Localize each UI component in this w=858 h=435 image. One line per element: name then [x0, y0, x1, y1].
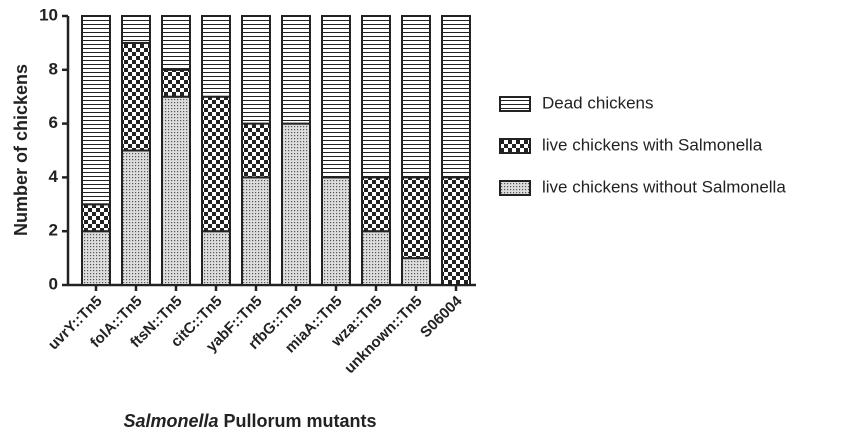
- y-tick-label: 8: [49, 59, 58, 78]
- bar-segment: [81, 15, 111, 206]
- bar-segment: [241, 122, 271, 179]
- x-tick-label: S06004: [417, 292, 466, 341]
- bar-segment: [321, 176, 351, 286]
- y-axis-title: Number of chickens: [11, 64, 31, 236]
- x-axis-title: Salmonella Pullorum mutants: [123, 411, 376, 431]
- legend-label: live chickens with Salmonella: [542, 135, 763, 154]
- y-tick-label: 4: [49, 167, 59, 186]
- y-tick-label: 2: [49, 221, 58, 240]
- legend-swatch: [499, 138, 531, 154]
- bar-segment: [401, 176, 431, 260]
- bar-segment: [441, 176, 471, 286]
- bar-segment: [441, 15, 471, 179]
- bar-segment: [161, 68, 191, 98]
- bar-segment: [81, 230, 111, 286]
- bar-segment: [201, 95, 231, 233]
- bar-segment: [401, 15, 431, 179]
- bar-segment: [161, 95, 191, 286]
- y-tick-label: 0: [49, 274, 58, 293]
- bar-segment: [361, 176, 391, 233]
- bar-segment: [281, 122, 311, 286]
- bar-segment: [241, 176, 271, 286]
- legend-swatch: [499, 180, 531, 196]
- bar-segment: [361, 230, 391, 286]
- bar-segment: [241, 15, 271, 125]
- bar-segment: [121, 15, 151, 44]
- bar-segment: [121, 41, 151, 152]
- legend-swatch: [499, 96, 531, 112]
- bar-segment: [81, 203, 111, 233]
- bar-segment: [321, 15, 351, 179]
- bar-segment: [201, 230, 231, 286]
- legend-label: Dead chickens: [542, 93, 654, 112]
- bar-segment: [281, 15, 311, 125]
- bar-segment: [161, 15, 191, 71]
- y-tick-label: 6: [49, 113, 58, 132]
- bar-segment: [361, 15, 391, 179]
- bar-segment: [201, 15, 231, 98]
- y-tick-label: 10: [39, 5, 58, 24]
- bar-segment: [401, 257, 431, 287]
- bar-segment: [121, 149, 151, 286]
- legend-label: live chickens without Salmonella: [542, 177, 786, 196]
